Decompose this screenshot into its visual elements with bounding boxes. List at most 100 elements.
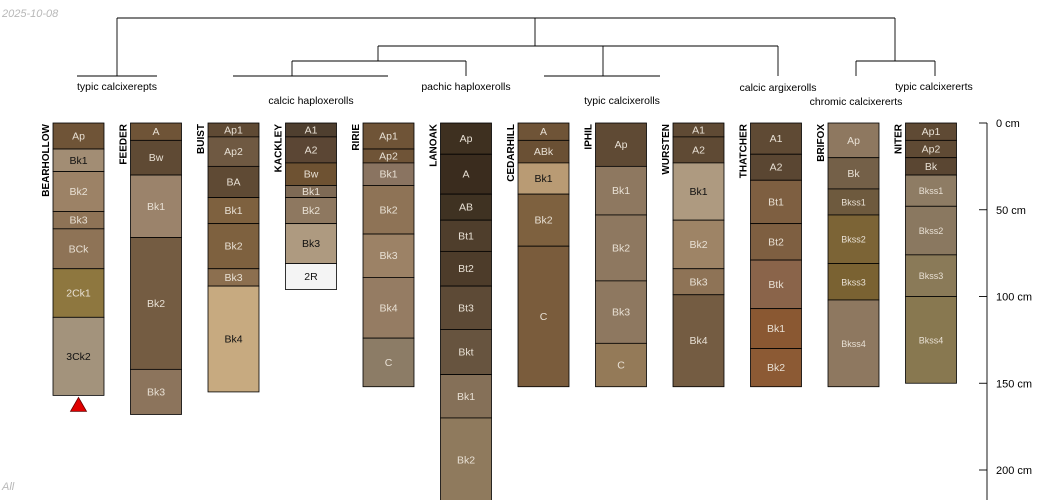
horizon-block	[207, 285, 260, 393]
horizon-label: Bt2	[768, 236, 784, 248]
horizon-label: Ap	[72, 131, 85, 143]
profile-name: THATCHER	[739, 123, 750, 178]
horizon-block	[517, 245, 570, 388]
horizon-label: Bk1	[457, 391, 475, 403]
horizon-label: A1	[770, 133, 783, 145]
group-label: typic calcixerolls	[584, 95, 660, 107]
profile-thatcher: A1 A2 Bt1 Bt2 Btk Bk1 Bk2 THATCHER	[739, 122, 802, 388]
group-label: chromic calcixererts	[810, 96, 903, 108]
horizon-label: Ap1	[224, 124, 243, 136]
profile-name: BUIST	[196, 124, 207, 154]
horizon-block	[207, 223, 260, 270]
axis-tick-label: 50 cm	[996, 205, 1026, 217]
horizon-block	[750, 259, 802, 310]
horizon-label: Bkt	[458, 347, 473, 359]
horizon-label: Bk4	[689, 335, 707, 347]
horizon-label: Bk2	[612, 242, 630, 254]
horizon-block	[52, 122, 105, 150]
horizon-label: Ap2	[922, 144, 941, 156]
horizon-label: A	[152, 126, 159, 138]
horizon-block	[750, 179, 802, 225]
group-label: calcic haploxerolls	[268, 95, 353, 107]
horizon-block	[595, 122, 647, 167]
horizon-label: ABk	[534, 146, 554, 158]
horizon-label: Ap	[847, 135, 860, 147]
horizon-label: Bk	[925, 161, 938, 173]
horizon-block	[827, 157, 880, 190]
horizon-label: Bk2	[224, 241, 242, 253]
horizon-block	[362, 337, 415, 388]
horizon-label: Bk2	[379, 204, 397, 216]
horizon-label: AB	[459, 202, 473, 214]
horizon-block	[672, 268, 725, 296]
horizon-block	[517, 193, 570, 247]
horizon-label: BCk	[69, 243, 90, 255]
profile-name: RIRIE	[351, 124, 362, 151]
horizon-label: A	[462, 169, 469, 181]
profile-name: NITER	[894, 123, 905, 154]
axis-tick-label: 200 cm	[996, 465, 1032, 477]
horizon-block	[362, 277, 415, 339]
horizon-block	[905, 254, 957, 297]
profile-brifox: Ap Bk Bkss1 Bkss2 Bkss3 Bkss4 BRIFOX	[816, 122, 880, 388]
horizon-block	[595, 214, 647, 282]
horizon-label: A2	[770, 162, 783, 174]
horizon-block	[595, 342, 647, 388]
horizon-label: Bk2	[767, 362, 785, 374]
horizon-block	[285, 136, 337, 164]
horizon-block	[672, 219, 725, 270]
group-label: calcic argixerolls	[739, 82, 816, 94]
horizon-label: Bk1	[379, 169, 397, 181]
horizon-block	[130, 237, 182, 370]
horizon-block	[750, 223, 802, 261]
profile-name: LANOAK	[429, 123, 440, 167]
horizon-block	[672, 162, 725, 221]
horizon-label: Bw	[149, 152, 164, 164]
horizon-label: Bt2	[458, 263, 474, 275]
horizon-label: Bk3	[612, 307, 630, 319]
depth-axis: 0 cm 50 cm 100 cm 150 cm 200 cm	[979, 118, 1032, 500]
horizon-label: Bk2	[457, 454, 475, 466]
footer-note: All	[2, 481, 15, 493]
horizon-label: Bk4	[379, 302, 397, 314]
horizon-label: Bk1	[302, 186, 320, 198]
horizon-label: Ap	[615, 139, 628, 151]
horizon-block	[52, 228, 105, 270]
profile-lanoak: Ap A AB Bt1 Bt2 Bt3 Bkt Bk1 Bk2 LANOAK	[429, 122, 492, 500]
horizon-label: A1	[305, 124, 318, 136]
horizon-label: Bk3	[689, 276, 707, 288]
horizon-block	[285, 263, 337, 290]
horizon-label: BA	[226, 176, 240, 188]
horizon-label: Bt1	[768, 196, 784, 208]
group-label: typic calcixerepts	[77, 81, 157, 93]
horizon-label: Bk3	[302, 238, 320, 250]
horizon-label: 3Ck2	[66, 351, 91, 363]
horizon-label: Bk1	[767, 323, 785, 335]
horizon-block	[440, 122, 492, 155]
horizon-label: Bk1	[147, 201, 165, 213]
horizon-label: Bk1	[612, 185, 630, 197]
profile-feeder: A Bw Bk1 Bk2 Bk3 FEEDER	[119, 122, 182, 415]
horizon-block	[207, 197, 260, 225]
horizon-label: Btk	[768, 279, 784, 291]
horizon-label: Ap2	[379, 150, 398, 162]
horizon-block	[595, 280, 647, 344]
profile-kackley: A1 A2 Bw Bk1 Bk2 Bk3 2R KACKLEY	[274, 122, 337, 290]
profile-name: FEEDER	[119, 123, 130, 164]
horizon-block	[750, 153, 802, 181]
profile-name: IPHIL	[584, 124, 595, 150]
date-stamp: 2025-10-08	[2, 8, 59, 20]
horizon-label: Bk	[847, 168, 860, 180]
horizon-label: A2	[692, 144, 705, 156]
horizon-label: Bkss3	[919, 271, 944, 281]
profile-bearhollow: Ap Bk1 Bk2 Bk3 BCk 2Ck1 3Ck2 BEARHOLLOW	[41, 122, 105, 412]
profile-wursten: A1 A2 Bk1 Bk2 Bk3 Bk4 WURSTEN	[661, 122, 725, 388]
horizon-label: A2	[305, 144, 318, 156]
horizon-block	[827, 214, 880, 264]
horizon-label: Bk3	[224, 272, 242, 284]
horizon-block	[750, 348, 802, 388]
axis-tick-label: 100 cm	[996, 292, 1032, 304]
group-label: pachic haploxerolls	[421, 81, 510, 93]
horizon-label: Bk1	[689, 186, 707, 198]
